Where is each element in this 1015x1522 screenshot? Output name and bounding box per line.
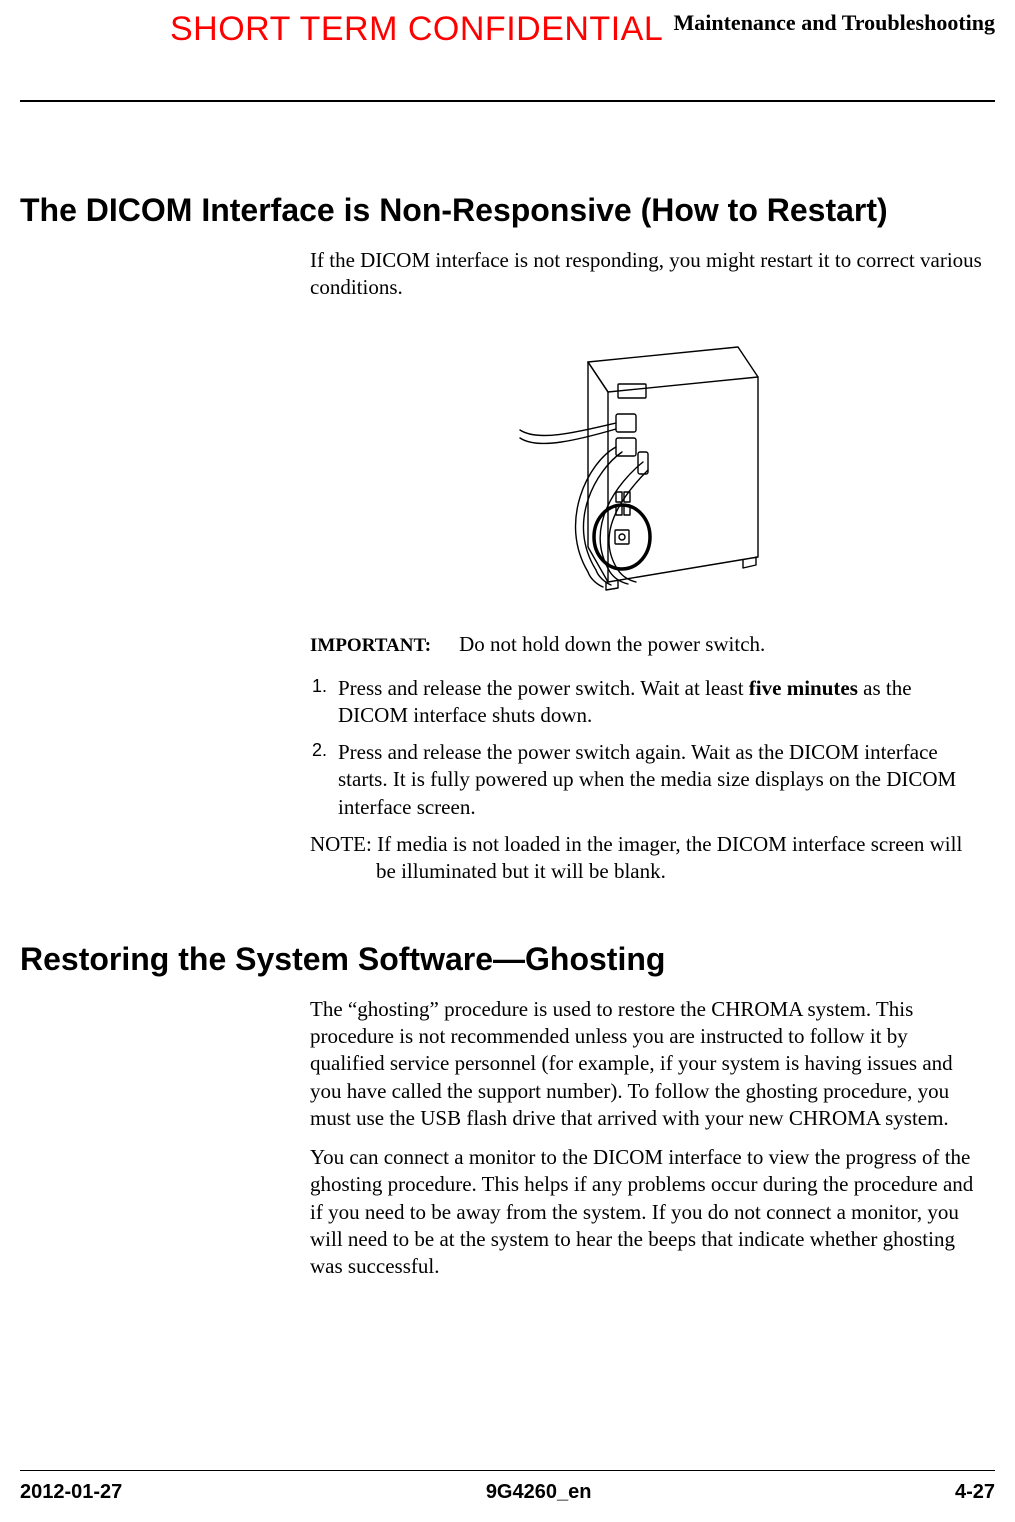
chapter-title: Maintenance and Troubleshooting	[673, 10, 995, 36]
important-text: Do not hold down the power switch.	[459, 632, 765, 657]
step-1-bold: five minutes	[749, 676, 858, 700]
restart-steps: Press and release the power switch. Wait…	[310, 675, 985, 821]
section2-body: The “ghosting” procedure is used to rest…	[310, 996, 985, 1281]
dicom-device-figure	[310, 322, 985, 607]
footer-docid: 9G4260_en	[486, 1481, 592, 1504]
section2-para1: The “ghosting” procedure is used to rest…	[310, 996, 985, 1132]
important-note: IMPORTANT: Do not hold down the power sw…	[310, 632, 985, 657]
section1-body: If the DICOM interface is not responding…	[310, 247, 985, 886]
step-2: Press and release the power switch again…	[332, 739, 985, 821]
header: Maintenance and Troubleshooting SHORT TE…	[20, 10, 995, 60]
step-1-pre: Press and release the power switch. Wait…	[338, 676, 749, 700]
footer-pagenum: 4-27	[955, 1481, 995, 1504]
step-2-pre: Press and release the power switch again…	[338, 740, 956, 819]
section2-heading: Restoring the System Software—Ghosting	[20, 941, 995, 978]
confidential-watermark: SHORT TERM CONFIDENTIAL	[170, 10, 663, 49]
section1-note: NOTE: If media is not loaded in the imag…	[310, 831, 985, 886]
step-1: Press and release the power switch. Wait…	[332, 675, 985, 730]
section2-para2: You can connect a monitor to the DICOM i…	[310, 1144, 985, 1280]
section1-intro: If the DICOM interface is not responding…	[310, 247, 985, 302]
important-label: IMPORTANT:	[310, 635, 431, 657]
page-footer: 2012-01-27 9G4260_en 4-27	[20, 1470, 995, 1504]
device-illustration	[518, 322, 778, 602]
section1-heading: The DICOM Interface is Non-Responsive (H…	[20, 192, 995, 229]
header-rule	[20, 100, 995, 102]
footer-date: 2012-01-27	[20, 1481, 122, 1504]
